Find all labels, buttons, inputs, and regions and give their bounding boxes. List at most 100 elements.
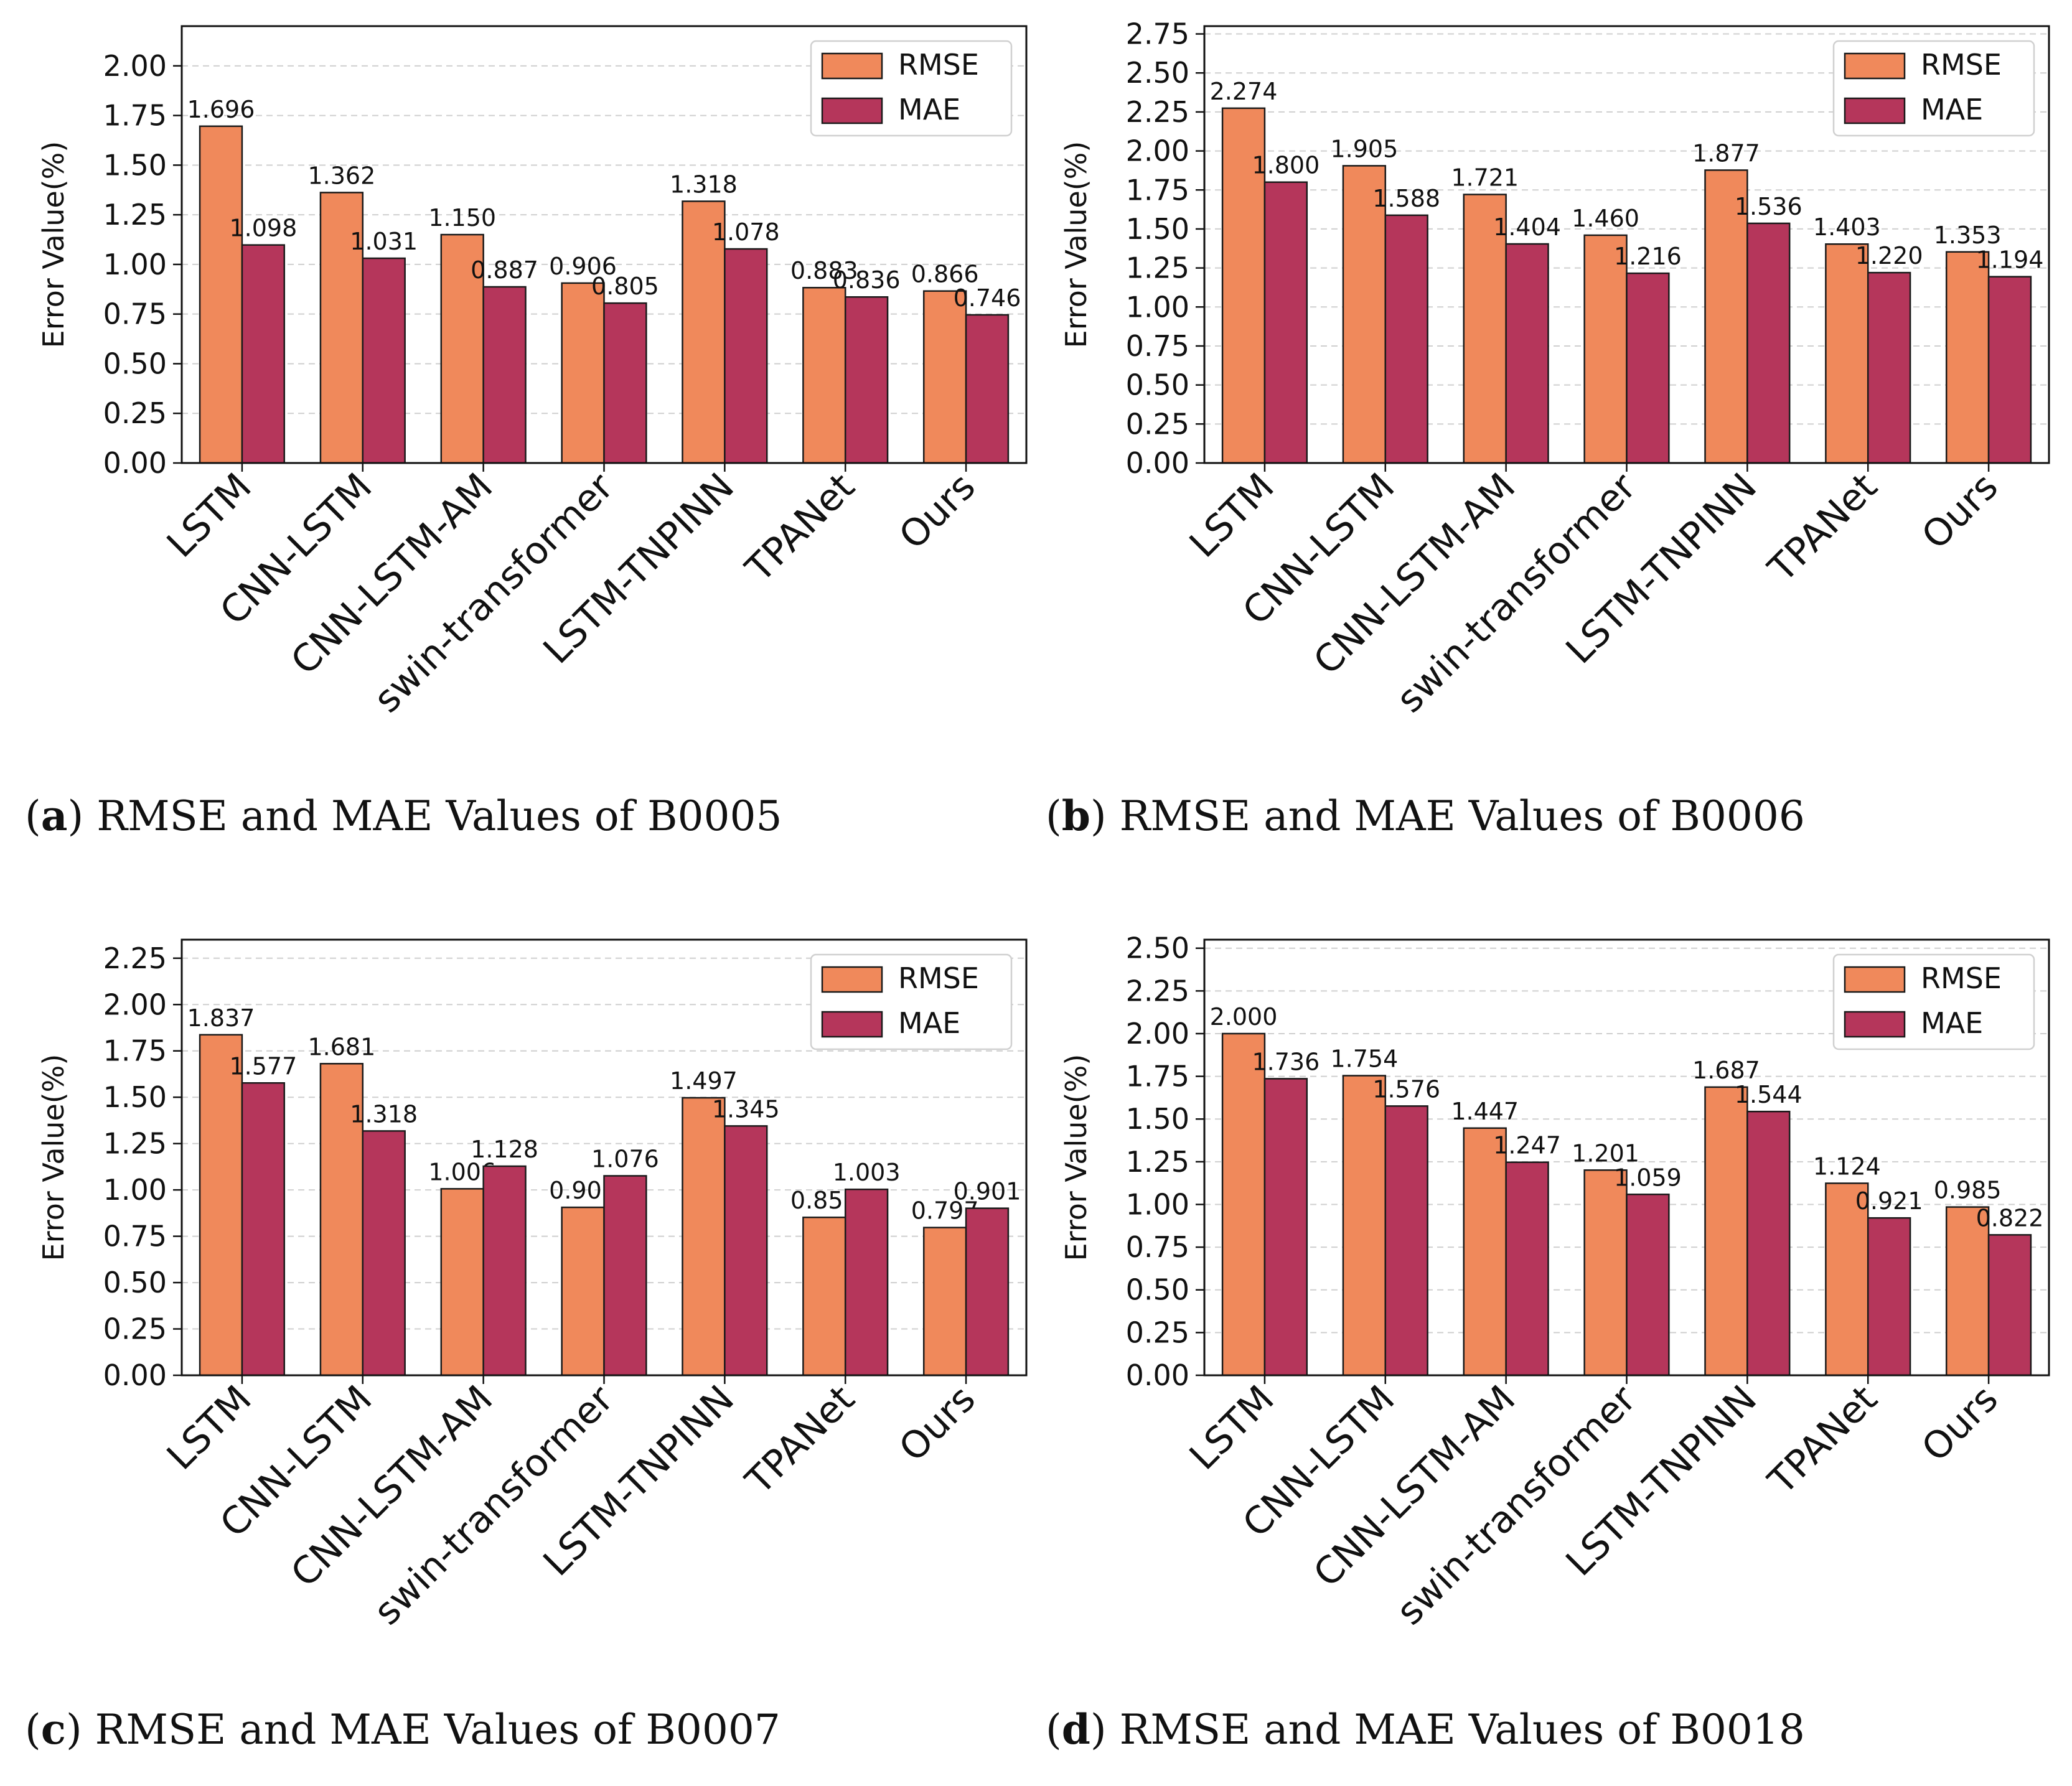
x-tick-label: Ours: [1913, 465, 2006, 558]
legend: RMSE MAE: [1832, 40, 2035, 137]
rmse-value-label: 1.837: [187, 1004, 255, 1032]
chart-d: 0.00 0.25 0.50 0.75 1.00 1.25 1.50 1.75 2.00 2.25…: [1059, 932, 2050, 1634]
legend: RMSE MAE: [1832, 953, 2035, 1050]
mae-bar: [603, 1175, 647, 1377]
rmse-legend-swatch: [1844, 52, 1906, 80]
mae-bar: [1626, 272, 1670, 464]
mae-legend-swatch: [1844, 1011, 1906, 1038]
y-tick-label: 0.50: [1126, 1273, 1189, 1307]
y-tick-label: 1.25: [103, 198, 167, 231]
mae-value-label: 1.031: [350, 228, 418, 255]
rmse-bar: [199, 125, 243, 464]
rmse-value-label: 1.353: [1934, 222, 2002, 249]
mae-value-label: 1.247: [1493, 1132, 1561, 1159]
mae-value-label: 1.220: [1855, 242, 1923, 269]
rmse-legend-label: RMSE: [1921, 961, 2002, 995]
rmse-bar: [802, 1216, 846, 1377]
rmse-value-label: 1.681: [307, 1033, 375, 1060]
y-tick-label: 0.00: [103, 1358, 167, 1392]
rmse-value-label: 1.497: [670, 1067, 738, 1095]
mae-bar: [1263, 1078, 1308, 1377]
mae-legend-swatch: [1844, 97, 1906, 124]
mae-bar: [1746, 1110, 1791, 1377]
mae-bar: [482, 1165, 527, 1377]
chart-b: 0.00 0.25 0.50 0.75 1.00 1.25 1.50 1.75 2.00 2.25…: [1059, 17, 2050, 721]
y-tick-label: 2.50: [1126, 56, 1189, 90]
y-tick-label: 0.00: [103, 446, 167, 480]
mae-bar: [1384, 214, 1428, 464]
legend: RMSE MAE: [810, 40, 1013, 137]
mae-bar: [724, 248, 768, 464]
y-tick-label: 1.00: [103, 1173, 167, 1207]
rmse-bar: [922, 290, 967, 464]
rmse-bar: [319, 192, 364, 464]
rmse-value-label: 1.687: [1692, 1057, 1760, 1084]
y-tick-label: 1.75: [103, 1034, 167, 1068]
rmse-value-label: 1.905: [1330, 135, 1398, 162]
mae-value-label: 1.345: [712, 1095, 780, 1123]
rmse-value-label: 1.696: [187, 96, 255, 123]
mae-value-label: 1.216: [1614, 243, 1682, 270]
x-tick-label: Ours: [891, 465, 983, 558]
x-tick-label: TPANet: [1760, 465, 1885, 591]
rmse-value-label: 1.362: [307, 162, 375, 189]
rmse-bar: [561, 1206, 605, 1377]
x-tick-label: TPANet: [737, 465, 863, 591]
mae-value-label: 1.318: [350, 1100, 418, 1128]
rmse-value-label: 1.124: [1813, 1152, 1881, 1180]
y-tick-label: 0.50: [103, 1266, 167, 1299]
mae-value-label: 0.805: [591, 273, 659, 300]
rmse-bar: [1583, 1169, 1628, 1377]
rmse-bar: [1463, 1127, 1507, 1377]
rmse-value-label: 0.906: [549, 253, 617, 280]
mae-bar: [1505, 1161, 1549, 1377]
mae-legend-label: MAE: [898, 93, 960, 126]
mae-bar: [1867, 1217, 1911, 1377]
rmse-bar: [1945, 1206, 1990, 1377]
mae-value-label: 1.577: [229, 1052, 297, 1080]
plot-frame: [180, 938, 1028, 1377]
rmse-bar: [1221, 107, 1266, 464]
y-tick-label: 2.25: [1126, 95, 1189, 129]
x-tick-label: TPANet: [1760, 1377, 1885, 1503]
x-tick-label: Ours: [1913, 1377, 2006, 1470]
mae-bar: [844, 1188, 889, 1377]
y-tick-label: 2.50: [1126, 932, 1189, 965]
mae-value-label: 1.800: [1252, 152, 1320, 179]
mae-value-label: 1.576: [1372, 1075, 1440, 1103]
y-tick-label: 0.50: [103, 347, 167, 380]
y-tick-label: 1.25: [1126, 1145, 1189, 1179]
mae-value-label: 0.921: [1855, 1187, 1923, 1215]
caption-b: (b) RMSE and MAE Values of B0006: [1046, 792, 1805, 840]
y-tick-label: 2.00: [103, 988, 167, 1021]
rmse-legend-swatch: [821, 966, 883, 993]
mae-bar: [1384, 1105, 1428, 1377]
caption-c: (c) RMSE and MAE Values of B0007: [25, 1705, 781, 1754]
y-tick-label: 2.00: [103, 49, 167, 83]
y-axis-label: Error Value(%): [1059, 1054, 1093, 1261]
rmse-bar: [440, 1188, 484, 1377]
mae-bar: [724, 1125, 768, 1377]
x-tick-label: Ours: [891, 1377, 983, 1470]
y-tick-label: 1.50: [1126, 212, 1189, 246]
mae-bar: [1746, 222, 1791, 464]
mae-bar: [1987, 276, 2032, 464]
rmse-bar: [1342, 165, 1387, 464]
rmse-value-label: 1.403: [1813, 213, 1881, 241]
y-tick-label: 1.00: [1126, 290, 1189, 324]
rmse-bar: [199, 1034, 243, 1377]
rmse-value-label: 1.754: [1330, 1045, 1398, 1073]
rmse-bar: [682, 1096, 726, 1377]
mae-bar: [1987, 1234, 2032, 1377]
x-tick-label: CNN-LSTM-AM: [1305, 465, 1524, 683]
plot-frame: [180, 25, 1028, 464]
y-tick-label: 1.50: [1126, 1102, 1189, 1136]
rmse-bar: [440, 233, 484, 464]
rmse-value-label: 1.150: [428, 204, 496, 231]
mae-value-label: 1.128: [471, 1136, 538, 1163]
rmse-value-label: 1.721: [1451, 164, 1519, 192]
rmse-bar: [1704, 1086, 1748, 1377]
y-tick-label: 1.25: [1126, 251, 1189, 285]
y-tick-label: 0.75: [1126, 329, 1189, 363]
